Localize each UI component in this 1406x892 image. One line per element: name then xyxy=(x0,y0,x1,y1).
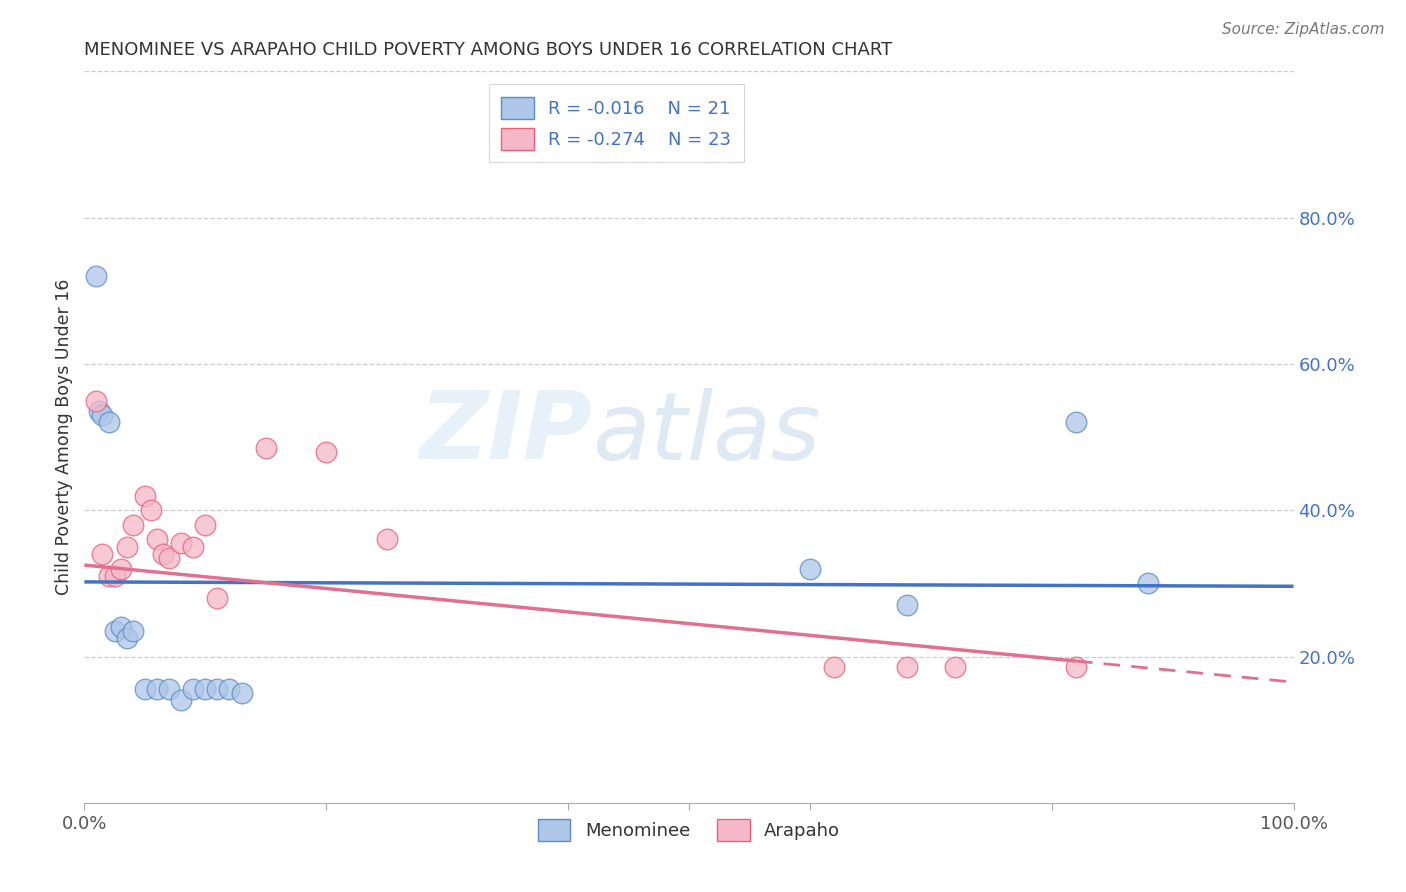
Point xyxy=(91,547,114,561)
Point xyxy=(104,569,127,583)
Point xyxy=(799,562,821,576)
Point xyxy=(110,562,132,576)
Point xyxy=(115,632,138,646)
Point xyxy=(375,533,398,547)
Point xyxy=(231,686,253,700)
Point xyxy=(943,660,966,674)
Point xyxy=(152,547,174,561)
Point xyxy=(87,404,110,418)
Point xyxy=(157,550,180,565)
Point xyxy=(134,682,156,697)
Point xyxy=(97,416,120,430)
Point xyxy=(194,517,217,532)
Point xyxy=(121,624,143,638)
Point xyxy=(1137,576,1160,591)
Text: atlas: atlas xyxy=(592,388,821,479)
Point xyxy=(110,620,132,634)
Point xyxy=(207,682,229,697)
Point xyxy=(157,682,180,697)
Point xyxy=(254,441,277,455)
Point xyxy=(139,503,162,517)
Point xyxy=(1064,660,1087,674)
Point xyxy=(218,682,240,697)
Point xyxy=(146,533,169,547)
Point xyxy=(181,540,204,554)
Point xyxy=(896,599,918,613)
Point xyxy=(207,591,229,605)
Text: Source: ZipAtlas.com: Source: ZipAtlas.com xyxy=(1222,22,1385,37)
Legend: Menominee, Arapaho: Menominee, Arapaho xyxy=(530,812,848,848)
Point xyxy=(86,269,108,284)
Text: ZIP: ZIP xyxy=(419,387,592,479)
Point xyxy=(170,536,193,550)
Point xyxy=(1064,416,1087,430)
Point xyxy=(86,393,108,408)
Y-axis label: Child Poverty Among Boys Under 16: Child Poverty Among Boys Under 16 xyxy=(55,279,73,595)
Point xyxy=(91,408,114,422)
Point xyxy=(146,682,169,697)
Point xyxy=(194,682,217,697)
Point xyxy=(315,444,337,458)
Point xyxy=(170,693,193,707)
Text: MENOMINEE VS ARAPAHO CHILD POVERTY AMONG BOYS UNDER 16 CORRELATION CHART: MENOMINEE VS ARAPAHO CHILD POVERTY AMONG… xyxy=(84,41,893,59)
Point xyxy=(823,660,845,674)
Point xyxy=(115,540,138,554)
Point xyxy=(97,569,120,583)
Point xyxy=(121,517,143,532)
Point xyxy=(104,624,127,638)
Point xyxy=(181,682,204,697)
Point xyxy=(896,660,918,674)
Point xyxy=(134,489,156,503)
